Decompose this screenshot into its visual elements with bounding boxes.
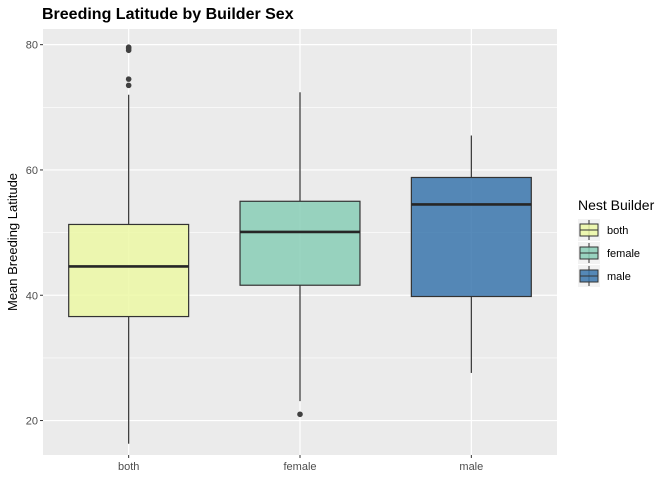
y-axis-title: Mean Breeding Latitude xyxy=(5,173,20,311)
outlier-point xyxy=(125,82,132,89)
box-body xyxy=(410,176,532,298)
box-male xyxy=(410,135,532,373)
outlier-point xyxy=(297,411,303,418)
legend-title: Nest Builder xyxy=(578,197,655,213)
legend: Nest Builder both female male xyxy=(578,197,655,287)
y-tick-label: 20 xyxy=(26,416,38,428)
x-tick-label: male xyxy=(459,461,483,473)
x-tick-label: female xyxy=(283,461,316,473)
x-axis: both female male xyxy=(118,455,483,473)
box-body xyxy=(239,200,361,286)
chart-title: Breeding Latitude by Builder Sex xyxy=(42,6,294,23)
box-both xyxy=(68,44,190,444)
legend-item-female: female xyxy=(578,242,640,264)
legend-label: female xyxy=(607,248,640,260)
box-female xyxy=(239,92,361,418)
y-axis: 20 40 60 80 xyxy=(26,40,43,428)
y-tick-label: 40 xyxy=(26,290,38,302)
boxes xyxy=(68,44,532,444)
legend-item-male: male xyxy=(578,265,631,287)
legend-label: male xyxy=(607,271,631,283)
y-tick-label: 60 xyxy=(26,165,38,177)
x-tick-label: both xyxy=(118,461,139,473)
y-tick-label: 80 xyxy=(26,40,38,52)
outlier-point xyxy=(125,76,132,82)
outlier-point xyxy=(125,44,132,50)
legend-item-both: both xyxy=(578,219,628,241)
box-body xyxy=(68,223,190,318)
legend-label: both xyxy=(607,225,628,237)
